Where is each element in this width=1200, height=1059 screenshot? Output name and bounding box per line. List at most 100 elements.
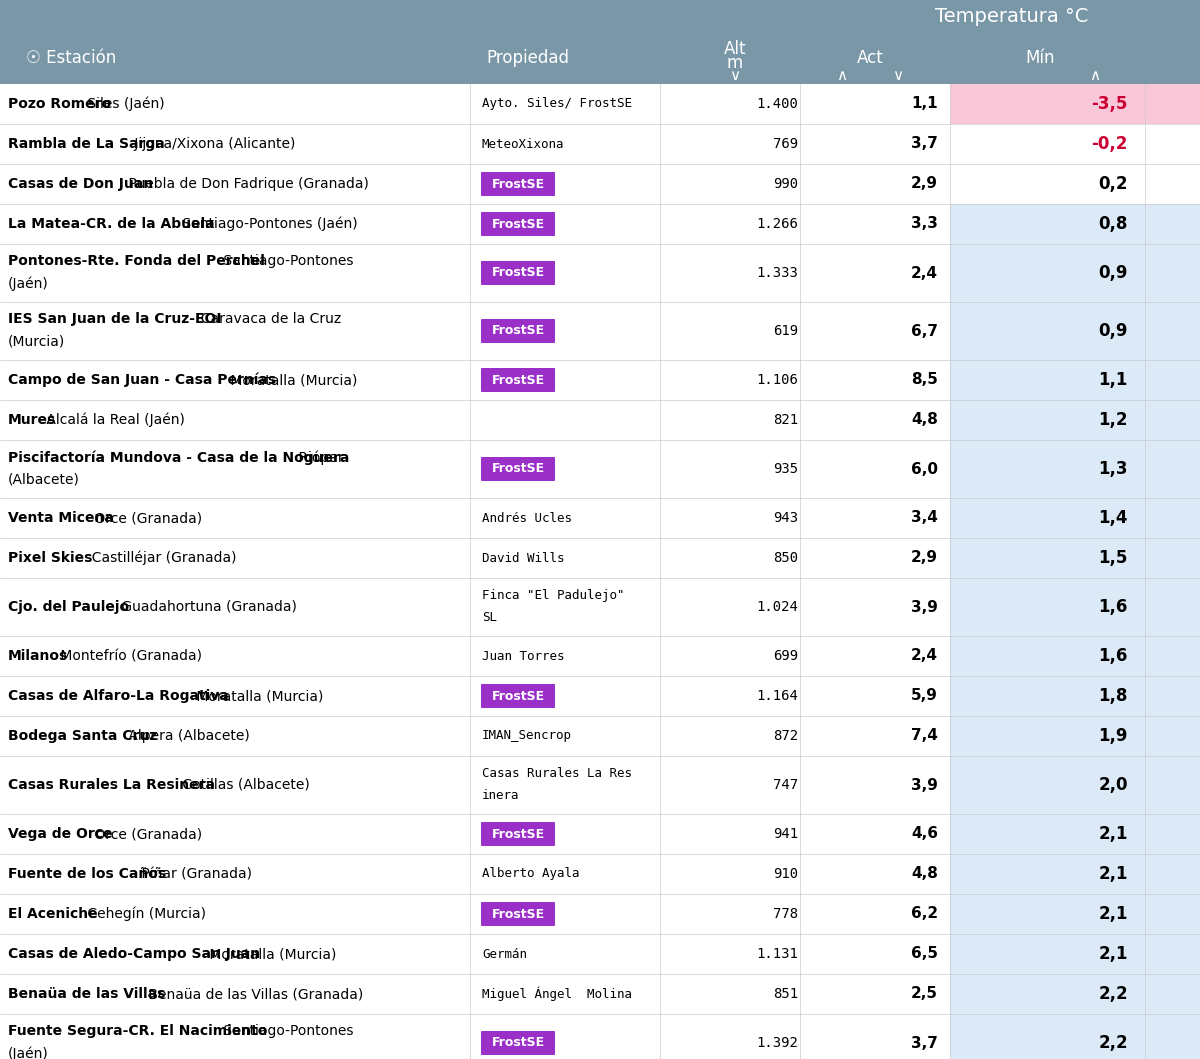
FancyBboxPatch shape: [481, 261, 554, 285]
Text: (Jaén): (Jaén): [8, 1046, 49, 1059]
Text: Pixel Skies: Pixel Skies: [8, 551, 92, 566]
Text: Germán: Germán: [482, 948, 527, 961]
Bar: [0, 439, 1200, 498]
Text: 1.333: 1.333: [756, 266, 798, 280]
Bar: [950, 538, 1200, 578]
Text: 2,9: 2,9: [911, 177, 938, 192]
Text: Riópar: Riópar: [294, 450, 343, 465]
Text: Juan Torres: Juan Torres: [482, 649, 564, 663]
Text: FrostSE: FrostSE: [492, 463, 545, 475]
Text: 2,4: 2,4: [911, 266, 938, 281]
Bar: [950, 636, 1200, 676]
Text: Moratalla (Murcia): Moratalla (Murcia): [192, 689, 323, 703]
Text: 2,1: 2,1: [1098, 905, 1128, 923]
Text: 6,5: 6,5: [911, 947, 938, 962]
Bar: [950, 164, 1200, 204]
Bar: [0, 894, 1200, 934]
Text: Pontones-Rte. Fonda del Perchel: Pontones-Rte. Fonda del Perchel: [8, 254, 265, 268]
Text: ∨: ∨: [893, 68, 904, 83]
Text: Casas de Don Juan: Casas de Don Juan: [8, 177, 154, 191]
FancyBboxPatch shape: [481, 319, 554, 343]
Text: m: m: [727, 54, 743, 72]
Text: 872: 872: [773, 729, 798, 743]
Bar: [950, 676, 1200, 716]
Bar: [950, 498, 1200, 538]
Text: 0,8: 0,8: [1099, 215, 1128, 233]
Text: 2,1: 2,1: [1098, 825, 1128, 843]
Bar: [950, 400, 1200, 439]
Text: 3,9: 3,9: [911, 777, 938, 792]
Text: 6,7: 6,7: [911, 323, 938, 339]
Text: inera: inera: [482, 789, 520, 802]
Bar: [950, 204, 1200, 244]
Bar: [0, 716, 1200, 756]
Text: 2,2: 2,2: [1098, 985, 1128, 1003]
Text: 0,2: 0,2: [1098, 175, 1128, 193]
Text: Caravaca de la Cruz: Caravaca de la Cruz: [192, 312, 341, 326]
Text: 935: 935: [773, 462, 798, 475]
FancyBboxPatch shape: [481, 684, 554, 708]
Text: David Wills: David Wills: [482, 552, 564, 564]
Text: 2,1: 2,1: [1098, 865, 1128, 883]
Text: Alpera (Albacete): Alpera (Albacete): [124, 729, 250, 743]
Text: SL: SL: [482, 611, 497, 624]
Text: 2,1: 2,1: [1098, 945, 1128, 963]
Text: 769: 769: [773, 137, 798, 151]
Text: Fuente de los Caños: Fuente de los Caños: [8, 867, 166, 881]
Bar: [0, 578, 1200, 636]
FancyBboxPatch shape: [481, 367, 554, 392]
Text: FrostSE: FrostSE: [492, 267, 545, 280]
Text: Jijona/Xixona (Alicante): Jijona/Xixona (Alicante): [131, 137, 295, 151]
Text: Bodega Santa Cruz: Bodega Santa Cruz: [8, 729, 157, 743]
Text: 4,8: 4,8: [911, 866, 938, 881]
Text: FrostSE: FrostSE: [492, 827, 545, 841]
Bar: [950, 974, 1200, 1015]
Text: 699: 699: [773, 649, 798, 663]
Bar: [950, 84, 1200, 124]
Text: Casas Rurales La Resinera: Casas Rurales La Resinera: [8, 778, 215, 792]
Text: (Murcia): (Murcia): [8, 335, 65, 348]
Bar: [0, 204, 1200, 244]
Bar: [0, 0, 1200, 32]
FancyBboxPatch shape: [481, 1031, 554, 1055]
Text: 1.106: 1.106: [756, 373, 798, 387]
Bar: [950, 894, 1200, 934]
Text: 1.266: 1.266: [756, 217, 798, 231]
Text: 0,9: 0,9: [1098, 322, 1128, 340]
Text: El Aceniche: El Aceniche: [8, 907, 97, 921]
Text: Puebla de Don Fadrique (Granada): Puebla de Don Fadrique (Granada): [124, 177, 368, 191]
Text: FrostSE: FrostSE: [492, 217, 545, 231]
Bar: [0, 32, 1200, 84]
Text: Alberto Ayala: Alberto Ayala: [482, 867, 580, 880]
Text: Benaüa de las Villas: Benaüa de las Villas: [8, 987, 166, 1001]
Text: 3,7: 3,7: [911, 137, 938, 151]
Text: Píñar (Granada): Píñar (Granada): [137, 867, 252, 881]
Text: Finca "El Padulejo": Finca "El Padulejo": [482, 589, 624, 602]
Bar: [950, 854, 1200, 894]
Text: 2,9: 2,9: [911, 551, 938, 566]
Text: 1.392: 1.392: [756, 1036, 798, 1051]
Text: Benaüa de las Villas (Granada): Benaüa de las Villas (Granada): [144, 987, 364, 1001]
Text: 778: 778: [773, 907, 798, 921]
Text: ∧: ∧: [836, 68, 847, 83]
Text: Venta Micena: Venta Micena: [8, 511, 114, 525]
Text: 2,4: 2,4: [911, 648, 938, 664]
Bar: [0, 934, 1200, 974]
Text: 2,0: 2,0: [1098, 776, 1128, 794]
Text: Orce (Granada): Orce (Granada): [90, 827, 202, 841]
FancyBboxPatch shape: [481, 172, 554, 196]
Bar: [950, 814, 1200, 854]
Text: Siles (Jaén): Siles (Jaén): [83, 96, 164, 111]
Text: ∧: ∧: [1090, 68, 1100, 83]
Text: 941: 941: [773, 827, 798, 841]
FancyBboxPatch shape: [481, 902, 554, 926]
Text: Andrés Ucles: Andrés Ucles: [482, 511, 572, 524]
Text: 1.024: 1.024: [756, 600, 798, 614]
Text: FrostSE: FrostSE: [492, 689, 545, 702]
Bar: [0, 636, 1200, 676]
Text: 1,4: 1,4: [1098, 509, 1128, 527]
Text: Propiedad: Propiedad: [486, 49, 569, 67]
Text: 4,6: 4,6: [911, 826, 938, 842]
Bar: [0, 1015, 1200, 1059]
Text: Moratalla (Murcia): Moratalla (Murcia): [226, 373, 356, 387]
